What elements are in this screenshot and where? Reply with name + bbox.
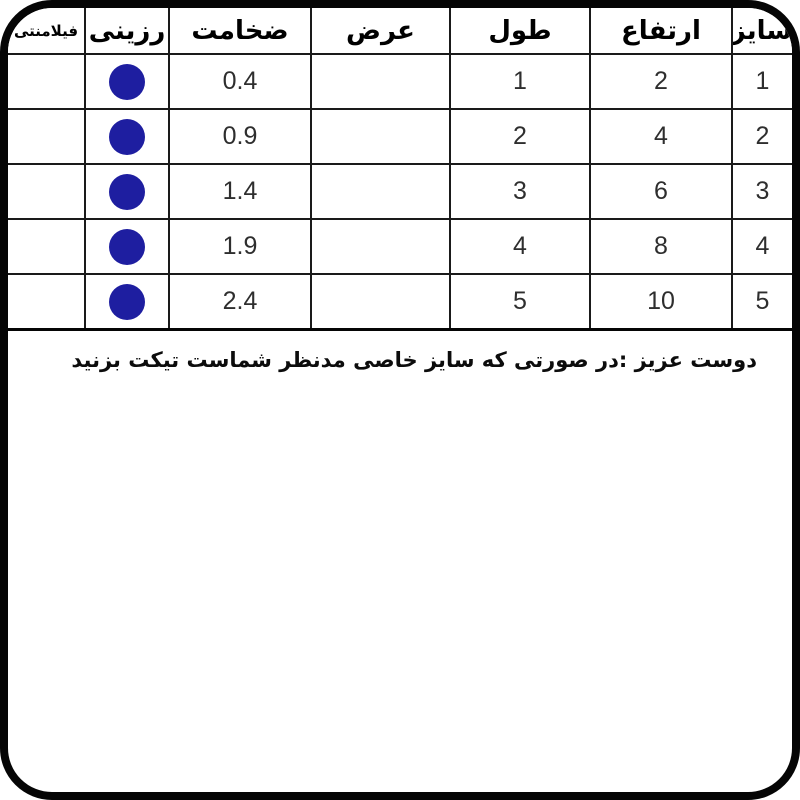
cell-width bbox=[310, 53, 451, 110]
table-row: 1 2 1 0.4 bbox=[8, 53, 792, 110]
cell-height: 4 bbox=[589, 108, 733, 165]
column-header-resin: رزینی bbox=[84, 8, 170, 55]
cell-height: 8 bbox=[589, 218, 733, 275]
cell-height: 6 bbox=[589, 163, 733, 220]
cell-length: 1 bbox=[449, 53, 591, 110]
cell-size: 2 bbox=[731, 108, 792, 165]
custom-size-note: دوست عزیز :در صورتی که سایز خاصی مدنظر ش… bbox=[71, 348, 757, 372]
resin-dot-icon bbox=[109, 63, 145, 100]
cell-filament bbox=[8, 218, 86, 275]
column-header-width: عرض bbox=[310, 8, 451, 55]
resin-dot-icon bbox=[109, 283, 145, 320]
cell-length: 5 bbox=[449, 273, 591, 331]
table-row: 4 8 4 1.9 bbox=[8, 218, 792, 275]
cell-width bbox=[310, 218, 451, 275]
cell-thickness: 1.4 bbox=[168, 163, 312, 220]
cell-thickness: 0.9 bbox=[168, 108, 312, 165]
size-table: سایز ارتفاع طول عرض ضخامت رزینی فیلامنتی… bbox=[8, 8, 792, 331]
column-header-length: طول bbox=[449, 8, 591, 55]
cell-length: 4 bbox=[449, 218, 591, 275]
cell-length: 3 bbox=[449, 163, 591, 220]
cell-length: 2 bbox=[449, 108, 591, 165]
column-header-filament: فیلامنتی bbox=[8, 8, 86, 55]
cell-filament bbox=[8, 163, 86, 220]
cell-thickness: 2.4 bbox=[168, 273, 312, 331]
cell-resin bbox=[84, 273, 170, 331]
table-row: 3 6 3 1.4 bbox=[8, 163, 792, 220]
resin-dot-icon bbox=[109, 173, 145, 210]
column-header-size: سایز bbox=[731, 8, 792, 55]
cell-height: 10 bbox=[589, 273, 733, 331]
table-header-row: سایز ارتفاع طول عرض ضخامت رزینی فیلامنتی bbox=[8, 8, 792, 55]
cell-thickness: 0.4 bbox=[168, 53, 312, 110]
cell-resin bbox=[84, 108, 170, 165]
cell-height: 2 bbox=[589, 53, 733, 110]
cell-resin bbox=[84, 53, 170, 110]
cell-width bbox=[310, 163, 451, 220]
column-header-thickness: ضخامت bbox=[168, 8, 312, 55]
cell-filament bbox=[8, 273, 86, 331]
cell-resin bbox=[84, 218, 170, 275]
cell-filament bbox=[8, 108, 86, 165]
cell-resin bbox=[84, 163, 170, 220]
cell-thickness: 1.9 bbox=[168, 218, 312, 275]
table-row: 5 10 5 2.4 bbox=[8, 273, 792, 331]
cell-width bbox=[310, 273, 451, 331]
cell-size: 3 bbox=[731, 163, 792, 220]
cell-width bbox=[310, 108, 451, 165]
resin-dot-icon bbox=[109, 228, 145, 265]
cell-size: 1 bbox=[731, 53, 792, 110]
cell-filament bbox=[8, 53, 86, 110]
column-header-height: ارتفاع bbox=[589, 8, 733, 55]
cell-size: 4 bbox=[731, 218, 792, 275]
table-row: 2 4 2 0.9 bbox=[8, 108, 792, 165]
resin-dot-icon bbox=[109, 118, 145, 155]
cell-size: 5 bbox=[731, 273, 792, 331]
